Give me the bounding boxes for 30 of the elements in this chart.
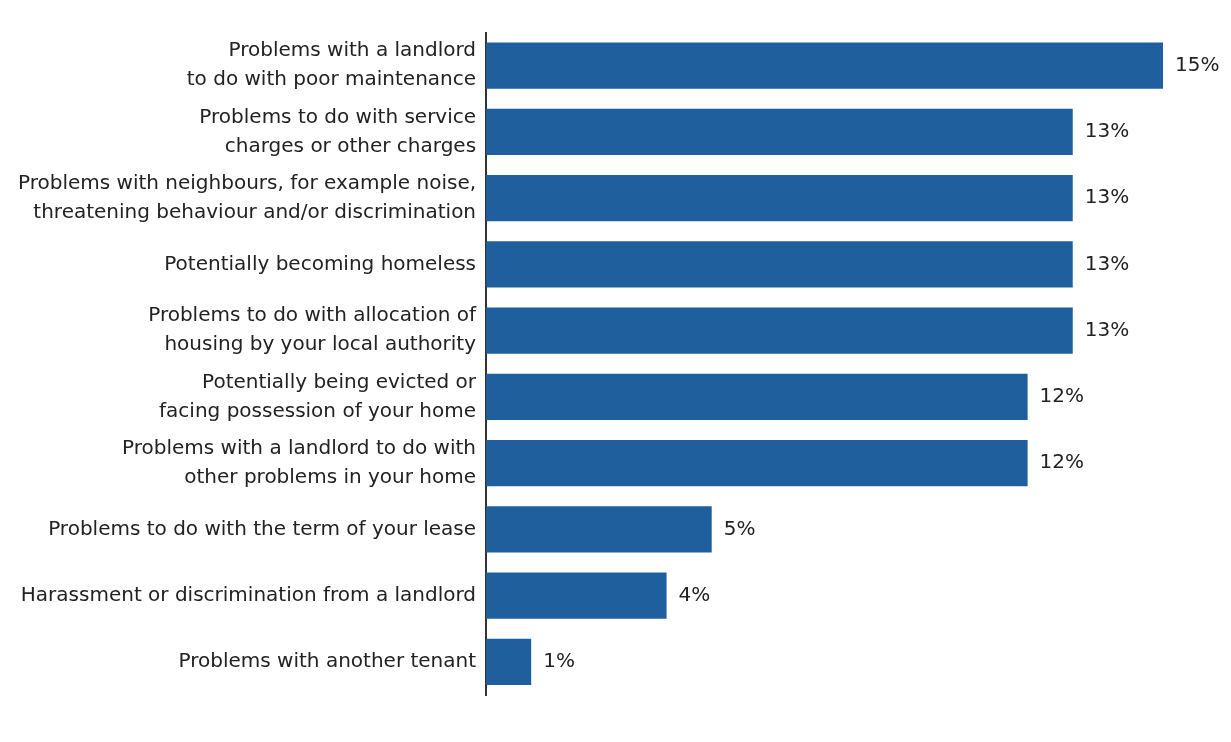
data-label: 1% <box>543 648 575 673</box>
data-label: 13% <box>1084 184 1130 209</box>
bar <box>486 373 1028 421</box>
data-label: 15% <box>1175 51 1220 76</box>
y-tick-label: Problems with another tenant <box>178 648 477 673</box>
bar <box>486 108 1073 156</box>
bar <box>486 42 1163 89</box>
data-label: 13% <box>1084 118 1130 143</box>
data-label: 5% <box>723 515 756 540</box>
y-tick-label: Harassment or discrimination from a landlord <box>20 581 477 606</box>
y-tick-label: Problems with a landlord to do with poor maintenance <box>186 37 477 91</box>
y-tick-label: Problems to do with allocation of housing by your local authority <box>148 302 477 356</box>
data-label: 12% <box>1039 449 1085 474</box>
bar <box>486 572 667 619</box>
y-tick-label: Potentially being evicted or facing possession of your home <box>159 368 477 422</box>
y-tick-label: Potentially becoming homeless <box>164 250 477 275</box>
bar <box>486 506 712 553</box>
y-tick-label: Problems with a landlord to do with other problems in your home <box>122 434 477 488</box>
data-label: 13% <box>1084 250 1130 275</box>
data-label: 12% <box>1039 383 1085 408</box>
y-tick-label: Problems to do with service charges or other charges <box>199 103 477 157</box>
bar <box>486 307 1073 354</box>
bar <box>486 241 1073 288</box>
data-label: 4% <box>678 581 711 606</box>
y-tick-label: Problems to do with the term of your lease <box>48 515 477 540</box>
bar <box>486 439 1028 487</box>
bar <box>486 174 1073 222</box>
y-tick-label: Problems with neighbours, for example noise, threatening behaviour and/or discrimination <box>17 169 477 223</box>
data-label: 13% <box>1084 316 1130 341</box>
bar <box>486 638 532 686</box>
